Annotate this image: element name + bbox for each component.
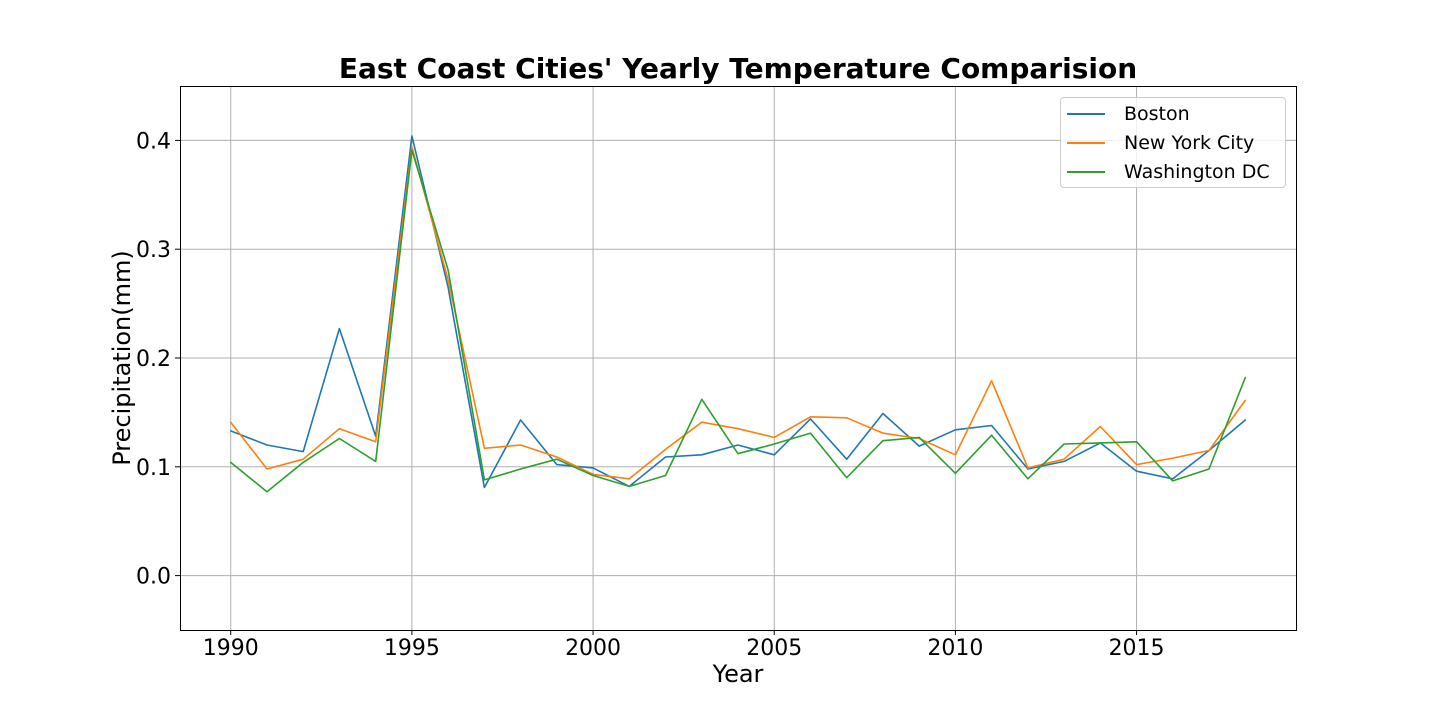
legend-swatch-boston <box>1067 113 1105 115</box>
series-line-boston <box>229 135 1247 489</box>
legend-item-new-york-city: New York City <box>1061 131 1287 155</box>
x-tick-label: 2000 <box>565 636 621 661</box>
legend-label-new-york-city: New York City <box>1124 132 1255 154</box>
y-tick-label: 0.2 <box>136 347 171 372</box>
y-tick-label: 0.3 <box>136 238 171 263</box>
legend-swatch-washington-dc <box>1067 171 1105 173</box>
y-tick-label: 0.1 <box>136 456 171 481</box>
x-tick-label: 2010 <box>927 636 983 661</box>
legend-item-washington-dc: Washington DC <box>1061 160 1287 184</box>
axes-frame <box>180 86 1297 631</box>
x-axis-label: Year <box>712 660 764 688</box>
x-tick-label: 1990 <box>203 636 259 661</box>
y-tick-label: 0.0 <box>136 565 171 590</box>
x-tick-label: 2005 <box>746 636 802 661</box>
legend-label-boston: Boston <box>1124 103 1190 125</box>
x-tick-label: 2015 <box>1109 636 1165 661</box>
series-line-washington-dc <box>229 149 1247 493</box>
y-axis-label: Precipitation(mm) <box>108 250 136 466</box>
series-line-new-york-city <box>229 146 1247 480</box>
y-tick-label: 0.4 <box>136 129 171 154</box>
chart-title: East Coast Cities' Yearly Temperature Co… <box>338 52 1138 85</box>
legend: Boston New York City Washington DC <box>1060 97 1286 188</box>
x-tick-label: 1995 <box>384 636 440 661</box>
legend-label-washington-dc: Washington DC <box>1124 161 1270 183</box>
legend-item-boston: Boston <box>1061 102 1287 126</box>
legend-swatch-new-york-city <box>1067 142 1105 144</box>
